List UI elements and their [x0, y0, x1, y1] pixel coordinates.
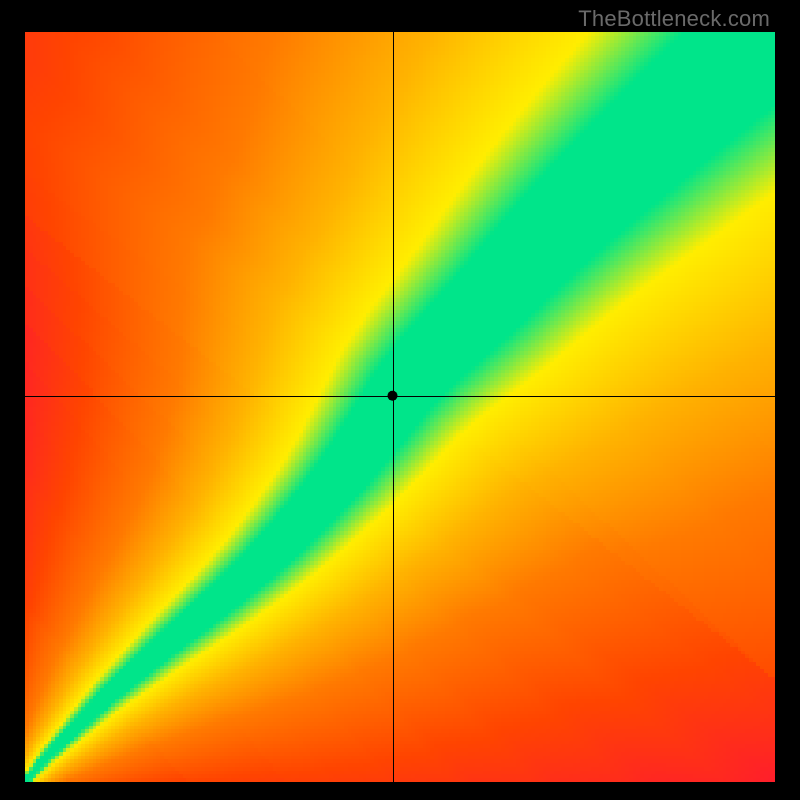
- watermark-text: TheBottleneck.com: [578, 6, 770, 32]
- bottleneck-heatmap: [25, 32, 775, 782]
- heatmap-frame: [25, 32, 775, 782]
